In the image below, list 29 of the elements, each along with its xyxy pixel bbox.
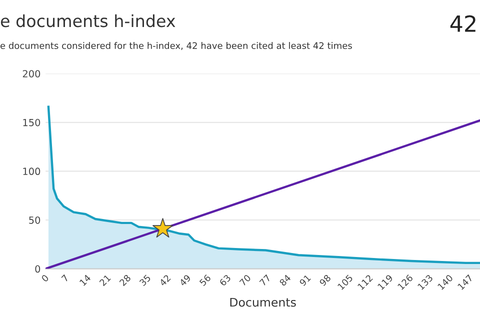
x-tick-label: 133 (417, 274, 434, 290)
y-tick-label: 50 (29, 216, 40, 224)
x-tick-label: 42 (158, 274, 171, 286)
y-tick-label: 150 (23, 118, 40, 126)
x-tick-label: 63 (219, 274, 232, 286)
x-tick-label: 35 (139, 274, 151, 286)
x-tick-label: 91 (299, 274, 311, 286)
x-tick-label: 98 (319, 274, 332, 286)
x-tick-label: 56 (199, 274, 212, 286)
chart-subtitle: e documents considered for the h-index, 42 have been cited at least 42 times (0, 42, 352, 50)
x-tick-label: 70 (239, 274, 252, 286)
y-tick-label: 0 (35, 265, 40, 273)
x-tick-label: 84 (279, 274, 292, 286)
text: 42 (450, 15, 476, 32)
x-axis-title: Documents (230, 298, 296, 307)
y-tick-label: 200 (22, 70, 40, 78)
x-tick-label: 140 (437, 274, 454, 290)
x-tick-label: 28 (119, 274, 132, 286)
x-tick-label: 49 (178, 274, 192, 286)
x-tick-label: 105 (337, 274, 354, 290)
x-tick-label: 112 (357, 274, 373, 290)
x-tick-label: 7 (61, 274, 69, 282)
y-tick-label: 100 (23, 168, 40, 176)
x-tick-label: 0 (41, 274, 50, 282)
chart-title: e documents h-index (0, 14, 176, 28)
x-tick-label: 14 (79, 274, 92, 286)
x-tick-label: 119 (377, 274, 394, 290)
x-tick-label: 21 (99, 274, 111, 286)
x-tick-label: 77 (259, 274, 271, 286)
